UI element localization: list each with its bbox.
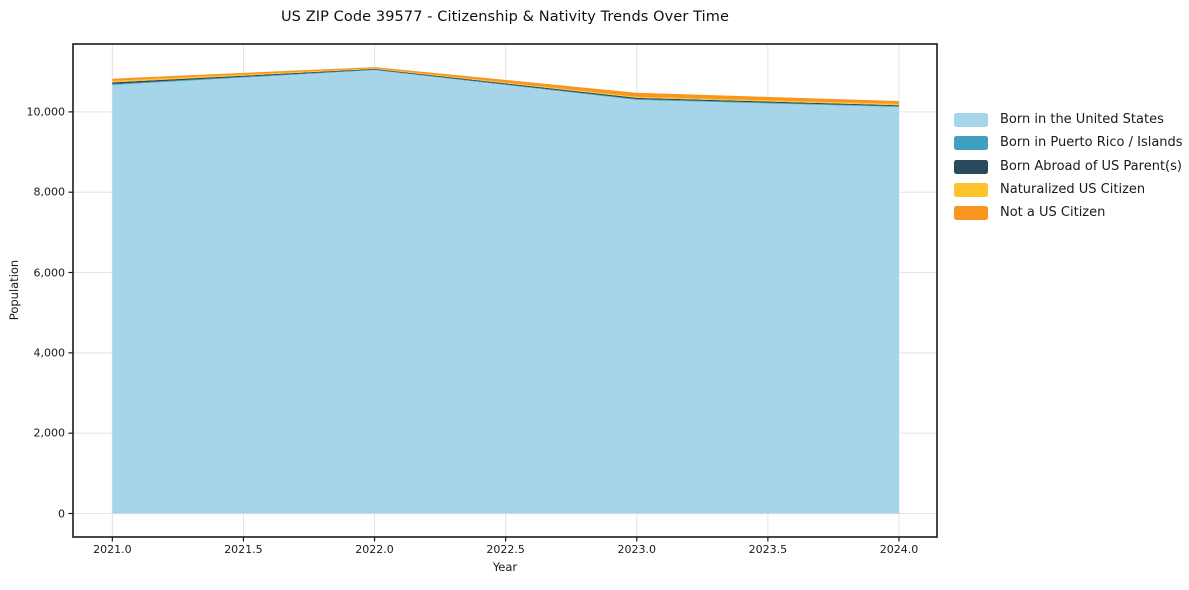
legend-swatch <box>954 206 988 221</box>
legend-swatch <box>954 159 988 174</box>
plot-frame <box>72 43 938 538</box>
legend-item: Born in Puerto Rico / Islands <box>954 135 1183 151</box>
x-tick-label: 2023.5 <box>748 543 788 556</box>
x-tick-label: 2022.0 <box>355 543 394 556</box>
legend-swatch <box>954 136 988 151</box>
legend-swatch <box>954 113 988 127</box>
legend-label: Not a US Citizen <box>1000 205 1106 221</box>
legend-item: Born Abroad of US Parent(s) <box>954 158 1183 174</box>
y-tick-label: 10,000 <box>26 105 66 119</box>
legend-item: Not a US Citizen <box>954 205 1183 221</box>
x-tick-label: 2024.0 <box>879 543 919 556</box>
y-tick-label: 6,000 <box>33 266 66 280</box>
x-axis-label: Year <box>492 560 518 574</box>
y-tick-label: 4,000 <box>33 346 66 360</box>
x-tick-label: 2023.0 <box>617 543 657 556</box>
x-tick-label: 2021.5 <box>224 543 263 556</box>
area-series <box>112 67 899 105</box>
x-tick-label: 2021.0 <box>93 543 132 556</box>
y-tick-label: 0 <box>58 507 65 520</box>
legend-label: Born in Puerto Rico / Islands <box>1000 135 1183 151</box>
legend: Born in the United States Born in Puerto … <box>954 113 1183 221</box>
legend-swatch <box>954 182 988 197</box>
legend-label: Born in the United States <box>1000 112 1164 127</box>
legend-item: Born in the United States <box>954 113 1183 127</box>
legend-label: Born Abroad of US Parent(s) <box>1000 158 1182 174</box>
area-series <box>112 70 899 514</box>
legend-label: Naturalized US Citizen <box>1000 181 1146 197</box>
y-tick-label: 2,000 <box>33 426 66 440</box>
legend-item: Naturalized US Citizen <box>954 181 1183 197</box>
chart-title: US ZIP Code 39577 - Citizenship & Nativi… <box>280 9 730 25</box>
x-tick-label: 2022.5 <box>486 543 525 556</box>
y-tick-label: 8,000 <box>33 185 66 199</box>
